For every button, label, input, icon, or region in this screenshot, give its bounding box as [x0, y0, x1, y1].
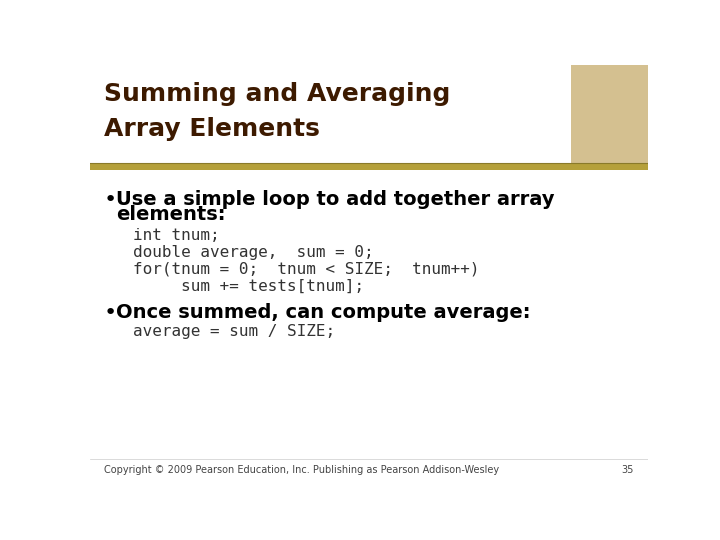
- Text: Once summed, can compute average:: Once summed, can compute average:: [117, 303, 531, 322]
- Text: for(tnum = 0;  tnum < SIZE;  tnum++): for(tnum = 0; tnum < SIZE; tnum++): [132, 262, 479, 277]
- Text: sum += tests[tnum];: sum += tests[tnum];: [132, 279, 364, 294]
- Text: elements:: elements:: [117, 205, 226, 224]
- Text: •: •: [104, 303, 117, 323]
- Text: int tnum;: int tnum;: [132, 228, 220, 243]
- Text: average = sum / SIZE;: average = sum / SIZE;: [132, 323, 335, 339]
- Bar: [570, 65, 648, 164]
- Text: Copyright © 2009 Pearson Education, Inc. Publishing as Pearson Addison-Wesley: Copyright © 2009 Pearson Education, Inc.…: [104, 465, 499, 475]
- Text: Use a simple loop to add together array: Use a simple loop to add together array: [117, 190, 555, 208]
- Text: Array Elements: Array Elements: [104, 117, 320, 141]
- Text: double average,  sum = 0;: double average, sum = 0;: [132, 245, 373, 260]
- Bar: [90, 65, 648, 164]
- Bar: [90, 164, 648, 170]
- Text: 35: 35: [621, 465, 634, 475]
- Text: •: •: [104, 190, 117, 210]
- Text: Summing and Averaging: Summing and Averaging: [104, 82, 450, 106]
